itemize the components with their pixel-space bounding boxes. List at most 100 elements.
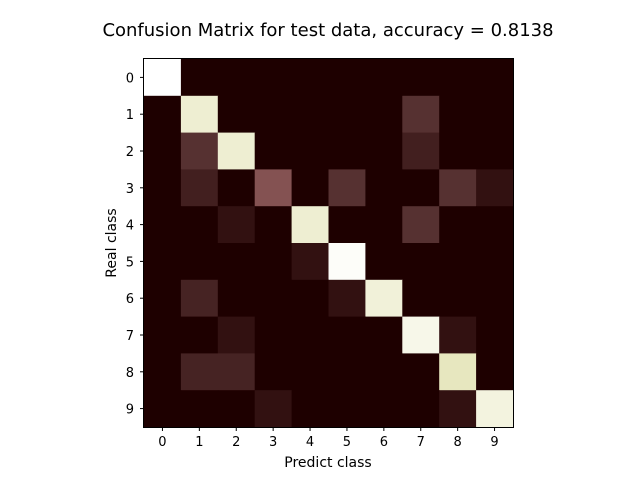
heatmap-cell-0-0 <box>144 59 182 97</box>
heatmap-cell-6-7 <box>402 279 440 318</box>
heatmap-cell-1-5 <box>328 95 366 134</box>
heatmap-cell-2-3 <box>254 132 293 170</box>
heatmap-cell-9-2 <box>217 390 256 428</box>
heatmap-cell-0-9 <box>476 59 514 97</box>
heatmap-cell-7-9 <box>476 316 514 354</box>
x-tick-label-8: 8 <box>454 435 462 450</box>
heatmap-cell-3-7 <box>402 169 440 207</box>
y-tick-label-5: 5 <box>126 255 134 270</box>
heatmap-cell-0-4 <box>291 59 329 97</box>
heatmap-cell-6-4 <box>291 279 329 318</box>
heatmap-cell-0-3 <box>254 59 293 97</box>
heatmap-cell-1-4 <box>291 95 329 134</box>
heatmap-cell-8-1 <box>180 353 219 391</box>
heatmap-cell-7-5 <box>328 316 366 354</box>
y-axis-label: Real class <box>104 208 120 277</box>
heatmap-cell-3-1 <box>180 169 219 207</box>
heatmap-cell-8-9 <box>476 353 514 391</box>
heatmap-cell-9-0 <box>144 390 182 428</box>
x-tick-label-6: 6 <box>380 435 388 450</box>
x-tick-label-0: 0 <box>158 435 166 450</box>
y-tick-label-7: 7 <box>126 329 134 344</box>
heatmap-cell-4-8 <box>439 206 477 244</box>
heatmap-cell-7-3 <box>254 316 293 354</box>
heatmap-cell-5-4 <box>291 243 329 281</box>
heatmap-cell-1-7 <box>402 95 440 134</box>
heatmap-cell-5-8 <box>439 243 477 281</box>
heatmap-cell-8-4 <box>291 353 329 391</box>
heatmap-cell-5-9 <box>476 243 514 281</box>
x-tick-label-1: 1 <box>195 435 203 450</box>
heatmap-cell-6-1 <box>180 279 219 318</box>
heatmap-cell-5-5 <box>328 243 366 281</box>
heatmap-cell-3-4 <box>291 169 329 207</box>
heatmap-cell-4-0 <box>144 206 182 244</box>
heatmap-cell-5-1 <box>180 243 219 281</box>
heatmap-cell-3-9 <box>476 169 514 207</box>
x-tick-label-5: 5 <box>343 435 351 450</box>
heatmap-cell-3-6 <box>365 169 403 207</box>
heatmap-cell-8-3 <box>254 353 293 391</box>
heatmap-cell-0-2 <box>217 59 256 97</box>
heatmap-cell-2-7 <box>402 132 440 170</box>
heatmap-cell-9-8 <box>439 390 477 428</box>
heatmap-cell-5-7 <box>402 243 440 281</box>
heatmap-cell-7-7 <box>402 316 440 354</box>
y-tick-label-0: 0 <box>126 71 134 86</box>
chart-title: Confusion Matrix for test data, accuracy… <box>102 20 553 41</box>
heatmap-cell-5-6 <box>365 243 403 281</box>
heatmap-cell-2-9 <box>476 132 514 170</box>
heatmap-cell-5-0 <box>144 243 182 281</box>
heatmap-cell-9-7 <box>402 390 440 428</box>
heatmap-cell-5-2 <box>217 243 256 281</box>
heatmap-cell-9-4 <box>291 390 329 428</box>
heatmap-cell-4-3 <box>254 206 293 244</box>
heatmap-cell-3-8 <box>439 169 477 207</box>
heatmap-cell-2-8 <box>439 132 477 170</box>
heatmap-cell-0-7 <box>402 59 440 97</box>
heatmap-cell-6-3 <box>254 279 293 318</box>
heatmap-cell-2-4 <box>291 132 329 170</box>
plot-frame <box>143 58 514 428</box>
y-tick-label-2: 2 <box>126 145 134 160</box>
x-tick-label-4: 4 <box>306 435 314 450</box>
heatmap-cell-4-1 <box>180 206 219 244</box>
x-axis-ticks: 0 1 2 3 4 5 6 7 8 9 <box>158 427 499 450</box>
heatmap-cell-8-7 <box>402 353 440 391</box>
heatmap-cell-2-6 <box>365 132 403 170</box>
heatmap-cell-1-6 <box>365 95 403 134</box>
heatmap-cell-7-0 <box>144 316 182 354</box>
x-axis-label: Predict class <box>284 455 371 471</box>
heatmap-cell-3-5 <box>328 169 366 207</box>
y-tick-label-3: 3 <box>126 182 134 197</box>
heatmap-cell-1-3 <box>254 95 293 134</box>
x-tick-label-2: 2 <box>232 435 240 450</box>
heatmap-cell-8-5 <box>328 353 366 391</box>
heatmap-cell-6-8 <box>439 279 477 318</box>
heatmap-cell-1-0 <box>144 95 182 134</box>
heatmap-cell-0-8 <box>439 59 477 97</box>
heatmap-cell-6-0 <box>144 279 182 318</box>
heatmap-cell-0-6 <box>365 59 403 97</box>
heatmap-cell-3-0 <box>144 169 182 207</box>
heatmap-cell-1-2 <box>217 95 256 134</box>
heatmap-cell-4-6 <box>365 206 403 244</box>
heatmap-cell-4-2 <box>217 206 256 244</box>
heatmap-cell-7-1 <box>180 316 219 354</box>
heatmap-cell-4-4 <box>291 206 329 244</box>
heatmap-cell-4-7 <box>402 206 440 244</box>
heatmap-cell-5-3 <box>254 243 293 281</box>
heatmap-cell-1-8 <box>439 95 477 134</box>
y-tick-label-9: 9 <box>126 403 134 418</box>
y-tick-label-8: 8 <box>126 366 134 381</box>
heatmap-cell-4-9 <box>476 206 514 244</box>
heatmap-cell-0-1 <box>180 59 219 97</box>
heatmap-cell-9-6 <box>365 390 403 428</box>
heatmap-cell-8-8 <box>439 353 477 391</box>
heatmap-cell-9-1 <box>180 390 219 428</box>
heatmap-cell-2-2 <box>217 132 256 170</box>
heatmap-cell-3-3 <box>254 169 293 207</box>
y-tick-label-1: 1 <box>126 108 134 123</box>
